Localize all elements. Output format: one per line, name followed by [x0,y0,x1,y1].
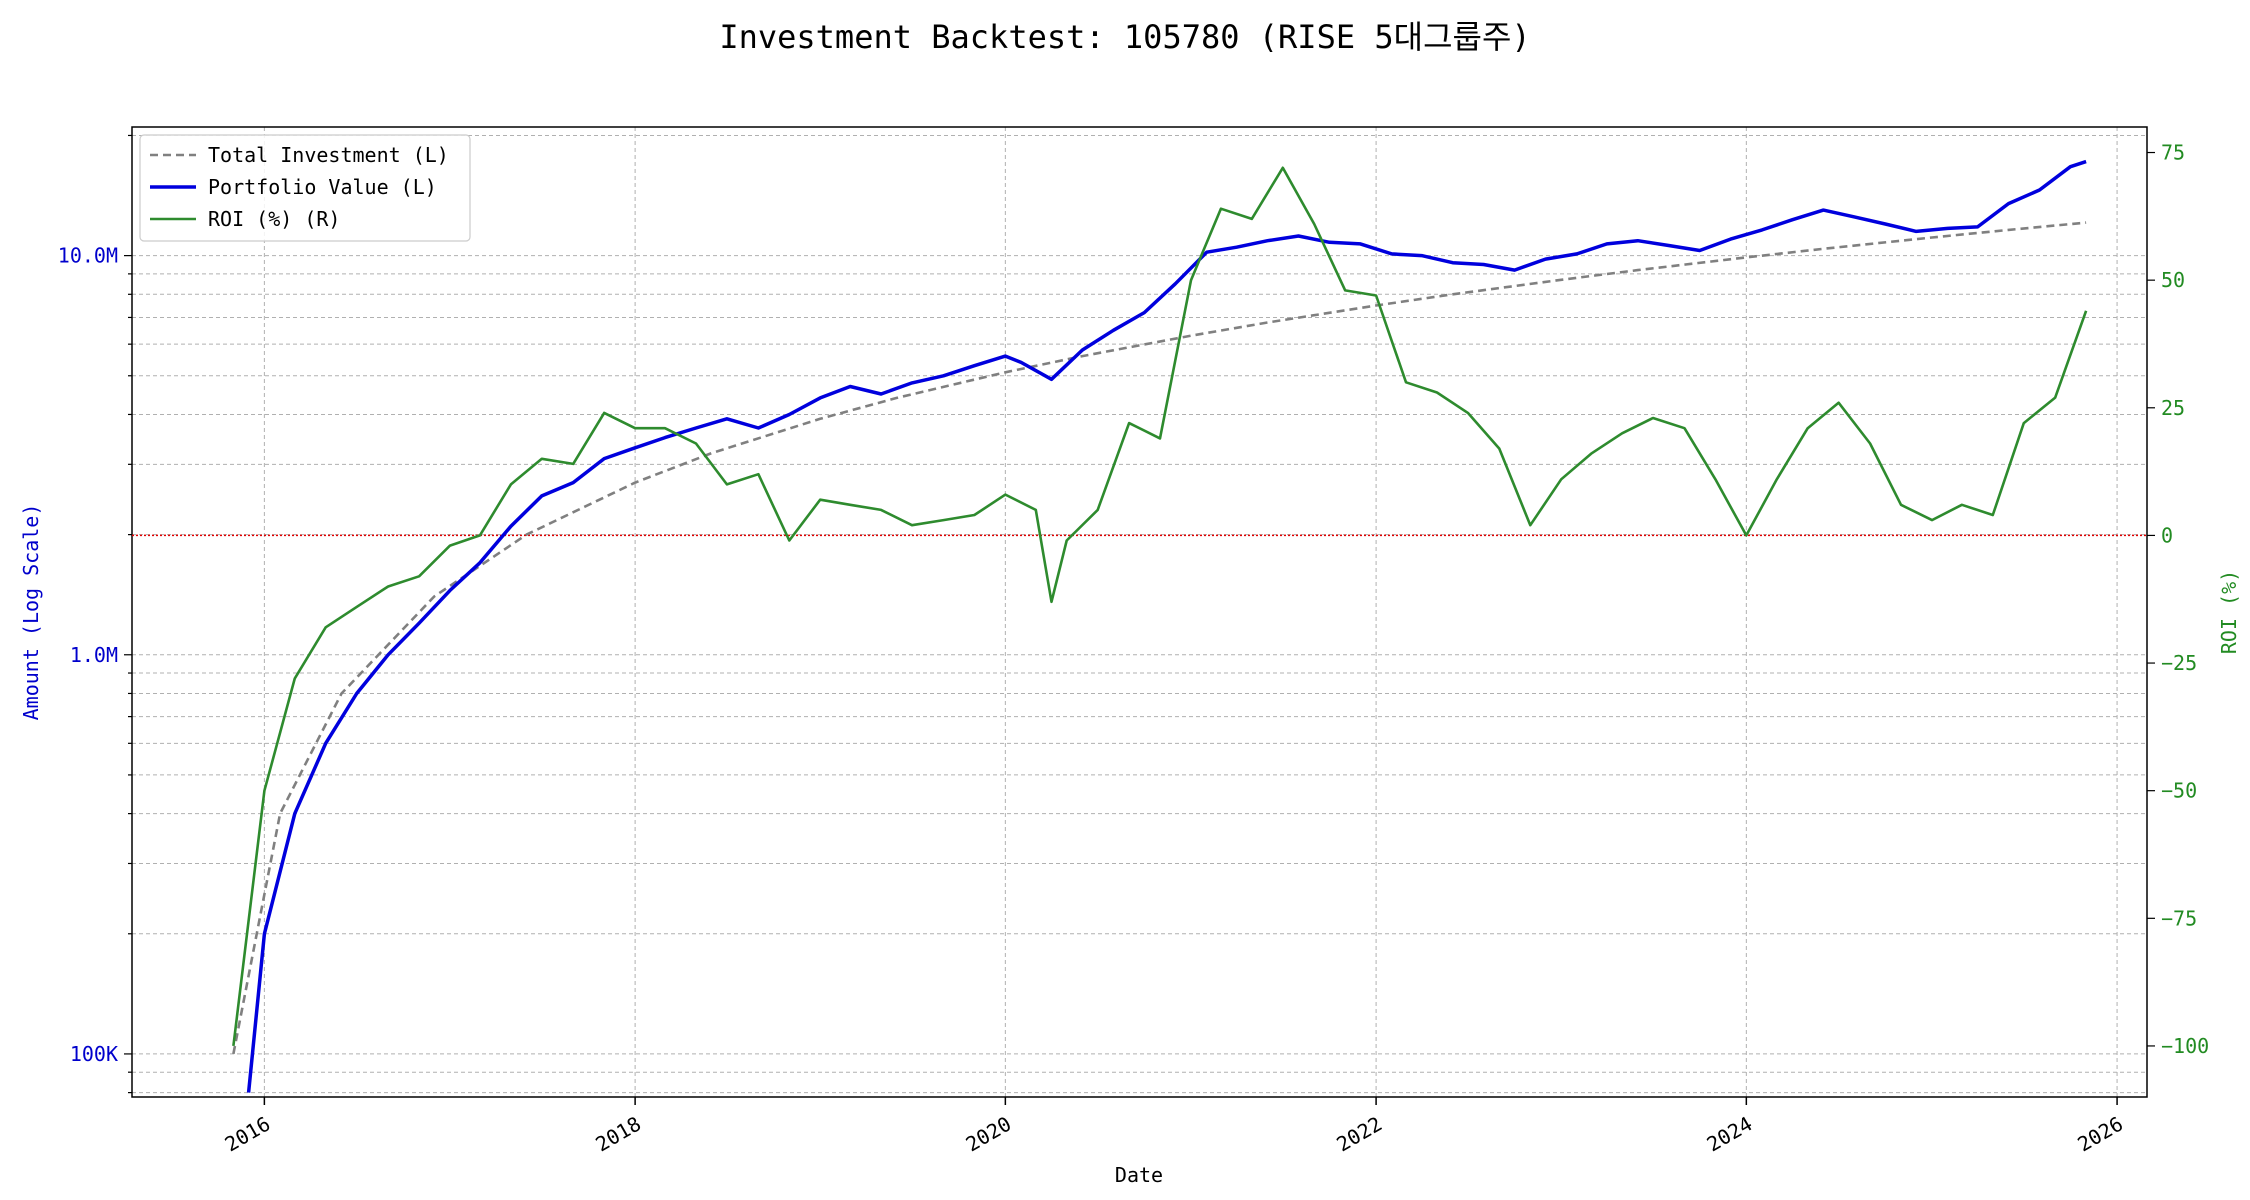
grid-lines [132,127,2147,1097]
x-axis-ticks: 2016 2018 2020 2022 2024 2026 [221,1097,2127,1156]
x-tick-label: 2024 [1703,1112,1757,1157]
left-tick-label: 100K [70,1042,118,1066]
x-tick-label: 2018 [591,1112,645,1157]
right-tick-label: 25 [2161,396,2185,420]
x-tick-label: 2022 [1332,1112,1386,1157]
legend-label-roi: ROI (%) (R) [208,207,340,231]
legend-label-portfolio-value: Portfolio Value (L) [208,175,437,199]
x-axis-label: Date [1115,1163,1163,1187]
right-tick-label: 75 [2161,141,2185,165]
series-lines [232,159,2088,1093]
total-investment-line [232,221,2087,1055]
right-axis-label: ROI (%) [2217,570,2241,654]
left-tick-label: 10.0M [58,244,118,268]
right-tick-label: 0 [2161,523,2173,547]
x-tick-label: 2020 [962,1112,1016,1157]
right-axis-ticks: −100 −75 −50 −25 0 25 50 75 [2147,141,2209,1058]
right-tick-label: −100 [2161,1034,2209,1058]
x-tick-label: 2016 [221,1112,275,1157]
portfolio-value-line [246,159,2087,1093]
right-tick-label: −75 [2161,906,2197,930]
left-axis-label: Amount (Log Scale) [19,504,43,721]
chart-title: Investment Backtest: 105780 (RISE 5대그룹주) [719,18,1530,56]
legend-label-total-investment: Total Investment (L) [208,143,449,167]
right-tick-label: −25 [2161,651,2197,675]
right-tick-label: 50 [2161,268,2185,292]
plot-frame [131,126,2148,1098]
legend: Total Investment (L) Portfolio Value (L)… [139,134,471,242]
x-tick-label: 2026 [2073,1112,2127,1157]
right-tick-label: −50 [2161,779,2197,803]
left-axis-ticks: 100K 1.0M 10.0M [58,134,132,1094]
legend-box [139,134,471,242]
left-tick-label: 1.0M [70,643,118,667]
roi-line [232,166,2088,1047]
